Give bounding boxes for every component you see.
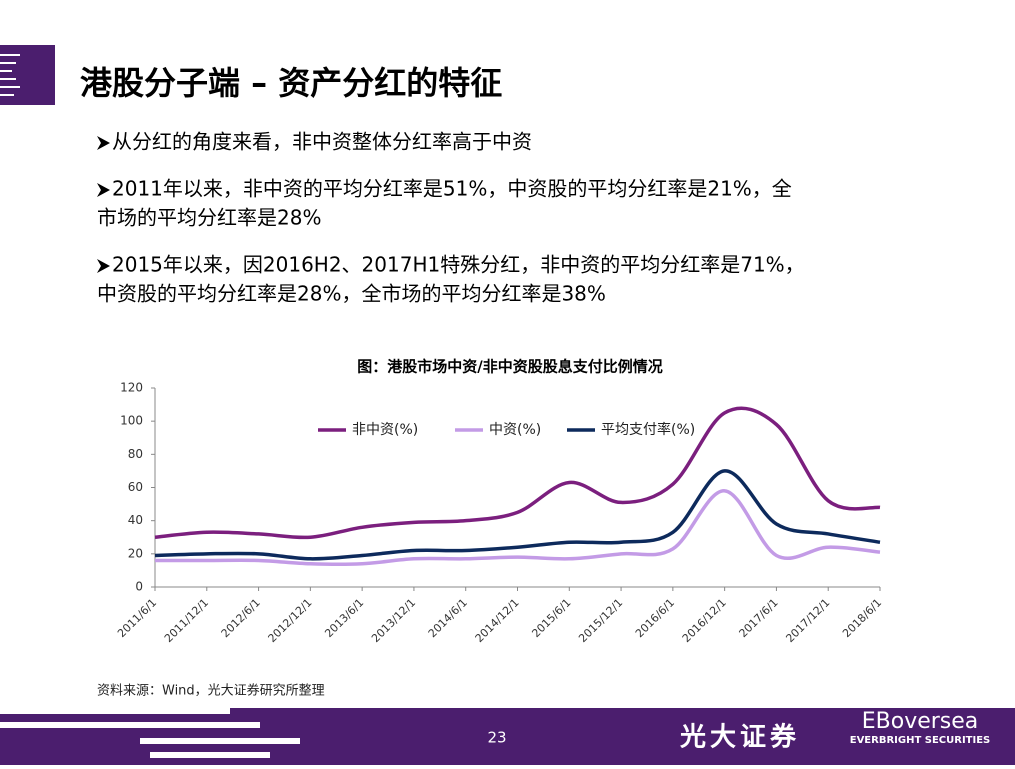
bullet-arrow <box>97 259 110 273</box>
logo-stripes <box>0 54 20 96</box>
y-tick-label: 40 <box>128 513 143 527</box>
series-line <box>154 406 881 540</box>
y-tick-label: 60 <box>128 480 143 494</box>
y-tick-label: 100 <box>120 414 143 428</box>
brand: 光大证券 <box>679 723 800 753</box>
bullet-text: 2015年以来，因2016H2、2017H1特殊分红，非中资的平均分红率是71%… <box>112 253 805 277</box>
bullet-text: 从分红的角度来看，非中资整体分红率高于中资 <box>112 130 532 154</box>
y-tick-label: 20 <box>128 546 143 560</box>
series-line <box>155 489 881 567</box>
brand-en: EBoversea <box>862 709 979 734</box>
y-tick-label: 80 <box>128 447 143 461</box>
legend-label: 平均支付率(%) <box>601 421 695 438</box>
legend-label: 非中资(%) <box>352 422 418 438</box>
bullet-arrow <box>97 183 110 197</box>
brand-sub: EVERBRIGHT SECURITIES <box>850 735 991 746</box>
series-line <box>154 469 881 561</box>
bullets: 从分红的角度来看，非中资整体分红率高于中资 2011年以来，非中资的平均分红率是5… <box>97 130 805 306</box>
bullet-text: 2011年以来，非中资的平均分红率是51%，中资股的平均分红率是21%，全 <box>112 177 792 201</box>
slide-title: 港股分子端 – 资产分红的特征 <box>80 64 502 102</box>
bullet-arrow <box>97 136 110 150</box>
page-number: 23 <box>487 729 506 747</box>
bullet-text: 市场的平均分红率是28% <box>97 206 321 230</box>
footer-stripes <box>0 708 300 758</box>
y-tick-label: 0 <box>135 580 143 594</box>
bullet-text: 中资股的平均分红率是28%，全市场的平均分红率是38% <box>97 282 606 306</box>
chart-title: 图：港股市场中资/非中资股股息支付比例情况 <box>357 358 662 376</box>
legend-label: 中资(%) <box>489 422 541 438</box>
y-tick-label: 120 <box>120 381 143 395</box>
source: 资料来源：Wind，光大证券研究所整理 <box>97 683 325 699</box>
